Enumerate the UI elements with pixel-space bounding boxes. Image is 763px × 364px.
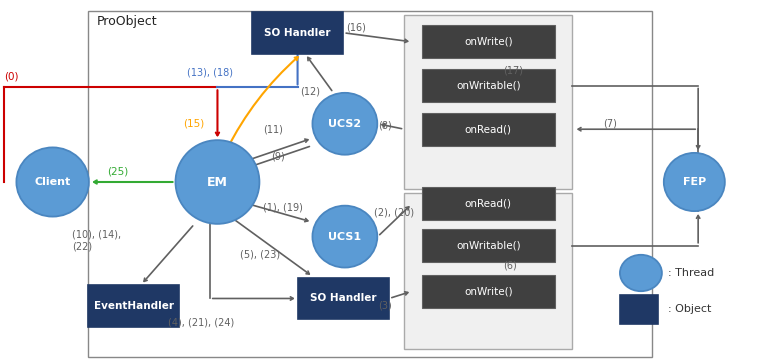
Text: : Object: : Object bbox=[668, 304, 711, 314]
Text: (3): (3) bbox=[378, 301, 392, 311]
Ellipse shape bbox=[17, 147, 89, 217]
Text: onWritable(): onWritable() bbox=[456, 241, 520, 251]
Text: (11): (11) bbox=[263, 124, 283, 134]
FancyBboxPatch shape bbox=[421, 229, 555, 262]
Text: (17): (17) bbox=[504, 66, 523, 76]
FancyBboxPatch shape bbox=[88, 11, 652, 357]
Text: (4), (21), (24): (4), (21), (24) bbox=[168, 317, 234, 327]
Text: (7): (7) bbox=[603, 119, 617, 129]
Text: onRead(): onRead() bbox=[465, 199, 512, 209]
Text: (1), (19): (1), (19) bbox=[263, 202, 303, 213]
FancyBboxPatch shape bbox=[421, 275, 555, 308]
Text: onWrite(): onWrite() bbox=[464, 37, 513, 47]
Text: (5), (23): (5), (23) bbox=[240, 250, 281, 260]
Text: onWrite(): onWrite() bbox=[464, 286, 513, 296]
Text: (16): (16) bbox=[346, 22, 365, 32]
Ellipse shape bbox=[620, 255, 662, 291]
FancyBboxPatch shape bbox=[252, 12, 343, 54]
Text: onRead(): onRead() bbox=[465, 124, 512, 134]
Text: EventHandler: EventHandler bbox=[94, 301, 173, 311]
FancyBboxPatch shape bbox=[421, 187, 555, 220]
FancyBboxPatch shape bbox=[298, 277, 389, 320]
Text: Client: Client bbox=[34, 177, 71, 187]
Text: ProObject: ProObject bbox=[97, 16, 157, 28]
Text: (15): (15) bbox=[183, 119, 204, 129]
Text: FEP: FEP bbox=[683, 177, 706, 187]
Text: (2), (20): (2), (20) bbox=[374, 208, 414, 218]
Text: onWritable(): onWritable() bbox=[456, 80, 520, 91]
Text: EM: EM bbox=[207, 175, 228, 189]
Text: (8): (8) bbox=[378, 120, 391, 131]
FancyBboxPatch shape bbox=[404, 15, 572, 189]
Text: (12): (12) bbox=[300, 86, 320, 96]
Text: (9): (9) bbox=[271, 151, 285, 162]
Text: SO Handler: SO Handler bbox=[310, 293, 377, 304]
FancyBboxPatch shape bbox=[620, 295, 658, 324]
Text: (10), (14),
(22): (10), (14), (22) bbox=[72, 229, 121, 251]
Text: UCS1: UCS1 bbox=[328, 232, 362, 242]
FancyBboxPatch shape bbox=[88, 285, 179, 327]
FancyBboxPatch shape bbox=[421, 25, 555, 58]
Text: (13), (18): (13), (18) bbox=[187, 68, 233, 78]
Text: (0): (0) bbox=[4, 71, 18, 82]
Text: UCS2: UCS2 bbox=[328, 119, 362, 129]
Ellipse shape bbox=[313, 206, 377, 268]
FancyBboxPatch shape bbox=[421, 113, 555, 146]
Ellipse shape bbox=[313, 93, 377, 155]
Text: : Thread: : Thread bbox=[668, 268, 714, 278]
Ellipse shape bbox=[664, 153, 725, 211]
FancyBboxPatch shape bbox=[404, 193, 572, 349]
Ellipse shape bbox=[175, 140, 259, 224]
Text: (25): (25) bbox=[107, 166, 128, 176]
Text: SO Handler: SO Handler bbox=[264, 28, 331, 38]
FancyBboxPatch shape bbox=[421, 69, 555, 102]
Text: (6): (6) bbox=[504, 261, 517, 271]
